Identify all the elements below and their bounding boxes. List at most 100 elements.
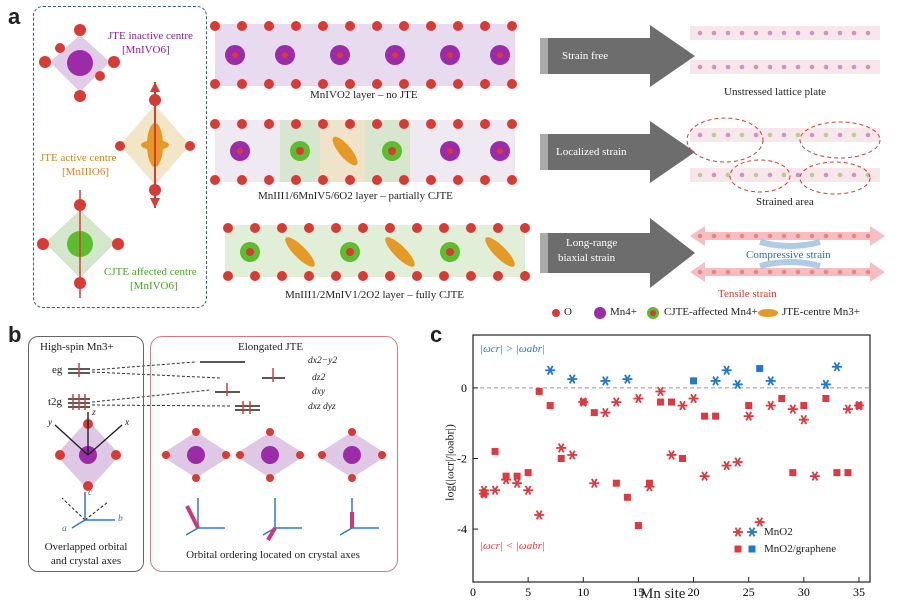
o-atom [237,79,247,89]
o-atom [399,79,409,89]
graphene-point [535,387,543,395]
x-tick-label: 5 [525,585,531,599]
graphene-point [701,412,709,420]
arrow-strain-free [540,25,695,87]
mno2-point [734,527,742,537]
mn-core [346,248,354,256]
graphene-point [656,398,664,406]
x-tick-label: 20 [688,585,700,599]
graphene-point [590,409,598,417]
jte-atom [485,237,515,267]
annot-top: |ωcr| > |ωabr| [480,343,545,355]
graphene-point [524,469,532,477]
graphene-point [690,377,698,385]
o-atom [385,271,395,281]
graphene-point [502,472,510,480]
o-atom [237,119,247,129]
highspin-title: High-spin Mn3+ [40,341,114,353]
x-tick-label: 30 [798,585,810,599]
mno2-point [568,374,576,384]
mno2-point [844,404,852,414]
axis-label-c: c [88,488,93,498]
o-atom [318,21,328,31]
row2-chain [215,120,515,182]
o-atom [291,79,301,89]
o-atom [493,223,503,233]
axis-label-x: x [125,418,130,428]
legend-jte: JTE-centre Mn3+ [782,306,860,318]
o-atom [412,223,422,233]
o-atom [223,271,233,281]
o-atom [426,175,436,185]
orbital-dxz-dyz: dxz dyz [308,402,336,412]
o-atom [385,223,395,233]
o-atom [237,175,247,185]
o-atom [237,21,247,31]
graphene-point [778,395,786,403]
mno2-point [701,471,708,481]
o-atom [453,119,463,129]
plate-unstressed [690,26,880,74]
o-atom [466,271,476,281]
graphene-point [557,455,565,462]
jte-inactive-octahedron [39,24,120,102]
mno2-point [657,386,664,397]
o-atom [291,21,301,31]
mn-core [237,148,243,154]
arrow-long-range [540,218,695,288]
mno2-point [546,365,554,376]
tensile-label: Tensile strain [718,288,777,300]
mno2-point [789,404,797,414]
mno2-point [602,376,609,386]
mno2-point [756,517,764,527]
mno2-point [602,407,609,418]
o-atom [480,119,490,129]
mn-core [246,248,254,256]
legend-cjte: CJTE-affected Mn4+ [664,306,758,318]
orbital-dx2y2: dx2−y2 [308,356,338,366]
jte-active-octahedron [115,82,195,208]
o-atom [331,223,341,233]
o-atom [345,21,355,31]
o-atom [507,79,517,89]
o-atom [507,175,517,185]
y-tick-label: 0 [461,381,467,395]
mn-core [337,52,343,58]
plate2-label: Strained area [756,196,814,208]
o-atom [345,79,355,89]
o-atom [399,175,409,185]
cjte-label: CJTE affected centre [104,266,197,278]
jte-inactive-formula: [MnIVO6] [122,44,170,56]
eg-label: eg [52,364,63,376]
mno2-point [568,450,576,460]
o-atom [318,119,328,129]
x-tick-label: 25 [743,585,755,599]
panel-c-letter: c [430,322,443,347]
ordering-caption: Orbital ordering located on crystal axes [186,549,360,561]
panel-b-letter: b [8,322,22,347]
graphene-point [513,472,521,480]
o-atom [291,175,301,185]
arrow3-label-a: Long-range [566,237,618,249]
o-atom [264,79,274,89]
mno2-point [635,393,642,404]
mn-core [447,52,453,58]
o-atom [453,21,463,31]
panel-a-legend [552,307,778,319]
x-tick-label: 15 [632,585,644,599]
mno2-point [591,478,598,488]
graphene-point [789,469,797,477]
mno2-point [712,376,719,386]
mno2-point [690,393,697,404]
graphene-point [480,490,488,498]
o-atom [331,271,341,281]
o-atom [426,119,436,129]
chart-ylabel: log(|ωcr|/|ωabr|) [442,424,457,501]
chart-xlabel: Mn site [640,586,686,602]
o-atom [250,271,260,281]
legend-graphene: MnO2/graphene [764,543,837,555]
axis-label-b: b [118,514,123,524]
arrow2-label: Localized strain [556,146,627,158]
mno2-point [513,478,521,488]
legend-mno2: MnO2 [764,526,793,538]
